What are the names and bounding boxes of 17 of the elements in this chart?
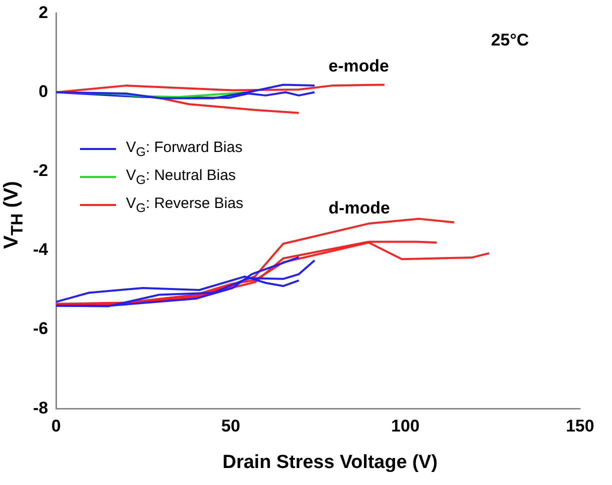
y-tick-label: 0: [38, 82, 48, 101]
y-tick-label: -8: [32, 398, 48, 418]
y-tick-label: -2: [32, 161, 48, 180]
x-axis-title: Drain Stress Voltage (V): [222, 452, 438, 474]
annotation: 25°C: [490, 30, 529, 50]
legend-label: V$_{G}$: Reverse Bias: [126, 195, 244, 215]
y-tick-label: -6: [32, 319, 48, 338]
annotation: e-mode: [328, 56, 390, 76]
annotation: d-mode: [328, 198, 390, 218]
x-tick-label: 0: [51, 416, 61, 436]
legend-label: V$_{G}$: Neutral Bias: [126, 167, 236, 187]
legend-label: V$_{G}$: Forward Bias: [126, 139, 242, 159]
x-tick-label: 150: [566, 416, 594, 436]
x-tick-label: 100: [391, 416, 420, 436]
x-tick-label: 50: [221, 416, 240, 436]
y-tick-label: 2: [38, 2, 48, 22]
y-tick-label: -4: [32, 240, 49, 260]
